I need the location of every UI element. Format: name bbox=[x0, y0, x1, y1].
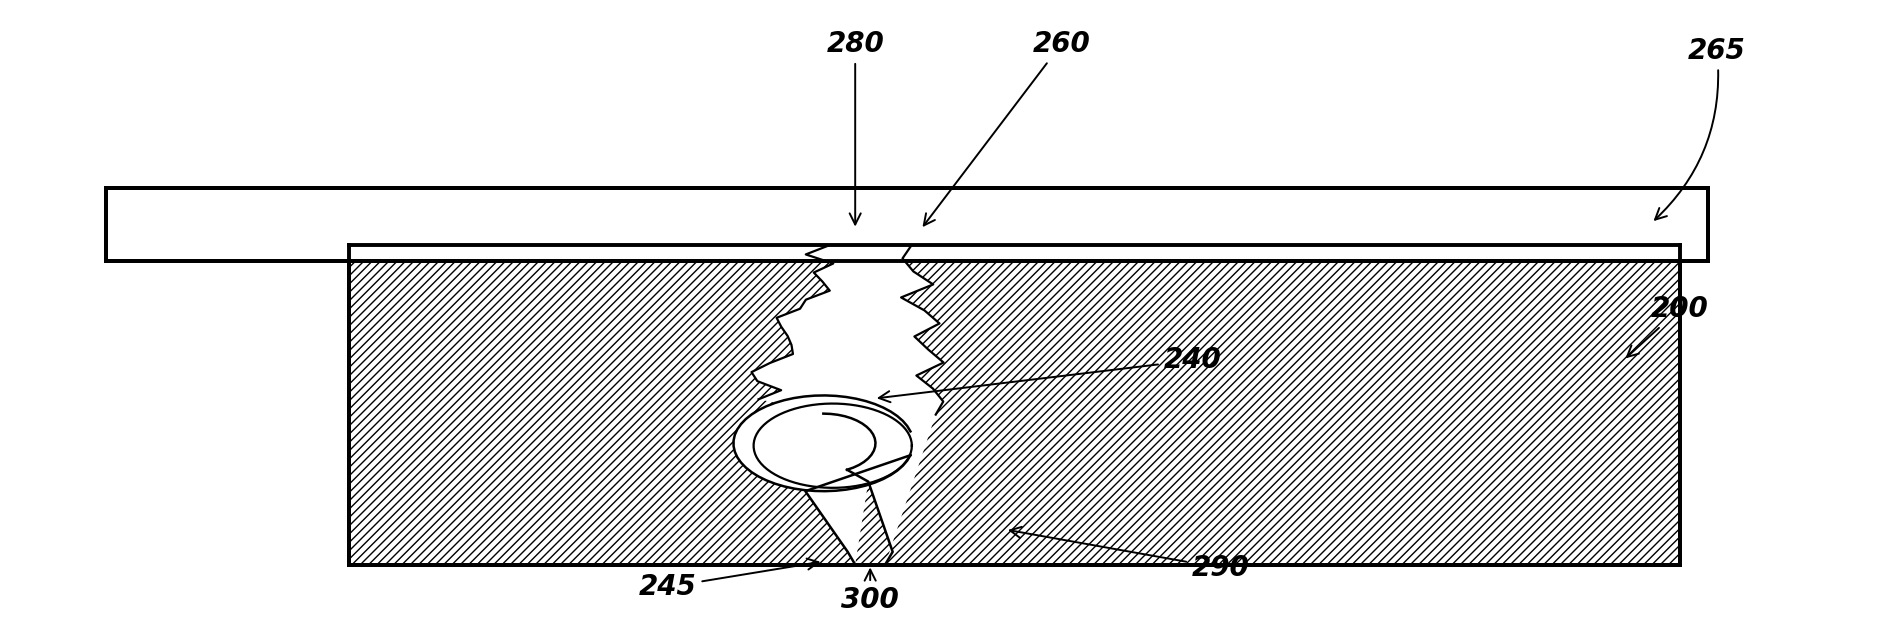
Text: 260: 260 bbox=[924, 30, 1090, 225]
Text: 245: 245 bbox=[639, 558, 819, 601]
Text: 290: 290 bbox=[1009, 527, 1250, 582]
Text: 265: 265 bbox=[1655, 37, 1746, 220]
Text: 300: 300 bbox=[842, 569, 898, 614]
Bar bbox=[349, 245, 1680, 565]
Text: 240: 240 bbox=[879, 346, 1221, 402]
Polygon shape bbox=[733, 245, 943, 565]
Text: 200: 200 bbox=[1627, 295, 1708, 357]
Bar bbox=[105, 188, 1708, 261]
Text: 280: 280 bbox=[827, 30, 885, 225]
